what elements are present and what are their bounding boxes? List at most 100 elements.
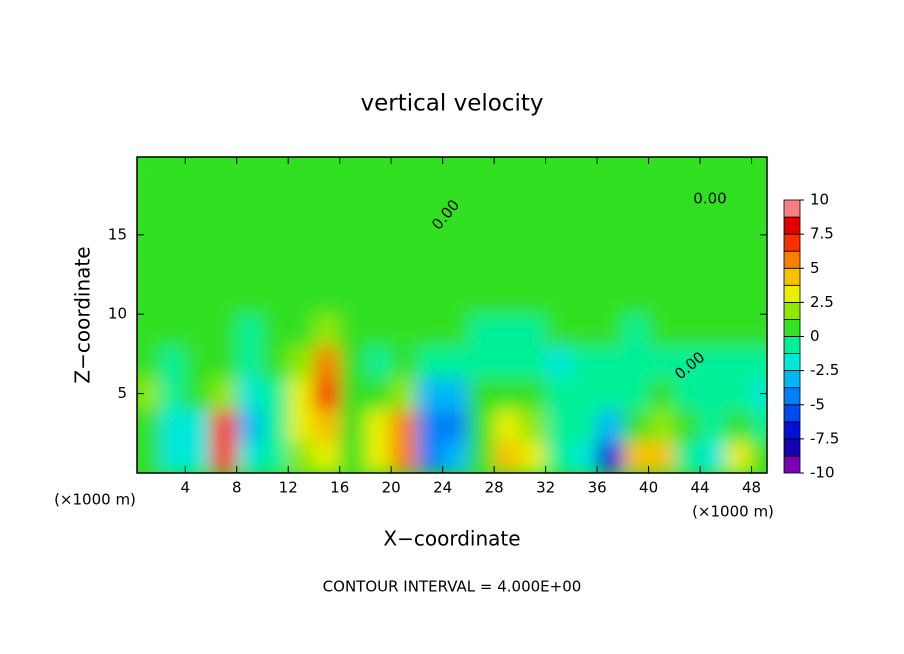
field-cell <box>545 440 572 473</box>
colorbar-label: 2.5 <box>810 293 834 311</box>
field-cell <box>364 313 392 347</box>
field-cell <box>596 186 624 220</box>
field-cell <box>416 345 444 379</box>
field-cell <box>137 281 161 315</box>
field-cell <box>159 377 186 410</box>
field-cell <box>390 408 418 442</box>
field-cell <box>313 345 341 379</box>
field-cell <box>596 408 624 442</box>
field-cell <box>364 440 392 473</box>
colorbar-label: 7.5 <box>810 225 834 243</box>
field-cell <box>416 250 444 283</box>
field-cell <box>184 377 212 410</box>
field-cell <box>648 157 675 188</box>
field-cell <box>699 377 727 410</box>
field-cell <box>751 345 767 379</box>
field-cell <box>622 313 650 347</box>
x-tick-label: 4 <box>180 479 190 497</box>
y-tick-label: 10 <box>108 305 127 323</box>
colorbar-label: -5 <box>810 395 825 413</box>
field-cell <box>596 218 624 252</box>
field-cell <box>570 250 598 283</box>
x-tick-label: 8 <box>232 479 242 497</box>
field-cell <box>545 313 572 347</box>
field-cell <box>210 218 238 252</box>
field-cell <box>261 157 289 188</box>
field-cell <box>467 313 495 347</box>
field-cell <box>287 408 315 442</box>
field-cell <box>493 313 521 347</box>
field-cell <box>545 186 572 220</box>
field-cell <box>442 157 469 188</box>
field-cell <box>313 281 341 315</box>
field-cell <box>287 218 315 252</box>
field-cell <box>673 250 701 283</box>
field-cell <box>596 313 624 347</box>
field-cell <box>159 250 186 283</box>
field-cell <box>725 313 753 347</box>
field-cell <box>673 186 701 220</box>
field-cell <box>648 440 675 473</box>
field-cell <box>673 377 701 410</box>
field-cell <box>261 218 289 252</box>
field-cell <box>519 281 547 315</box>
x-tick-label: 24 <box>433 479 452 497</box>
field-cell <box>699 218 727 252</box>
x-unit: (×1000 m) <box>54 491 136 509</box>
chart-title: vertical velocity <box>361 91 544 117</box>
field-cell <box>442 218 469 252</box>
field-cell <box>287 281 315 315</box>
x-tick-label: 20 <box>382 479 401 497</box>
x-tick-label: 44 <box>691 479 710 497</box>
field-cell <box>622 157 650 188</box>
field-cell <box>570 313 598 347</box>
field-cell <box>467 186 495 220</box>
field-cell <box>673 157 701 188</box>
field-cell <box>622 377 650 410</box>
colorbar-swatch <box>783 216 801 235</box>
field-cell <box>751 408 767 442</box>
field-cell <box>210 408 238 442</box>
field-cell <box>210 250 238 283</box>
field-cell <box>390 377 418 410</box>
field-cell <box>390 345 418 379</box>
field-cell <box>261 281 289 315</box>
field-cell <box>519 218 547 252</box>
field-cell <box>545 250 572 283</box>
contour-label: 0.00 <box>693 190 726 208</box>
field-cell <box>751 218 767 252</box>
field-cell <box>390 218 418 252</box>
field-cell <box>442 345 469 379</box>
field-cell <box>364 250 392 283</box>
field-cell <box>751 440 767 473</box>
field-cell <box>699 313 727 347</box>
field-cell <box>261 408 289 442</box>
field-cell <box>596 440 624 473</box>
field-cell <box>364 345 392 379</box>
field-cell <box>390 186 418 220</box>
y-tick-label: 5 <box>117 384 127 402</box>
field-cell <box>184 250 212 283</box>
field-cell <box>313 408 341 442</box>
field-cell <box>184 157 212 188</box>
colorbar-label: -2.5 <box>810 361 839 379</box>
field-cell <box>699 250 727 283</box>
field-cell <box>442 281 469 315</box>
colorbar-swatch <box>783 404 801 423</box>
field-cell <box>364 408 392 442</box>
colorbar-swatch <box>783 387 801 406</box>
field-cell <box>596 250 624 283</box>
field-cell <box>545 218 572 252</box>
field-cell <box>159 408 186 442</box>
field-cells <box>137 157 767 473</box>
field-cell <box>570 377 598 410</box>
x-tick-label: 32 <box>536 479 555 497</box>
field-cell <box>339 250 366 283</box>
field-cell <box>570 218 598 252</box>
field-cell <box>416 408 444 442</box>
x-tick-label: 48 <box>742 479 761 497</box>
field-cell <box>364 157 392 188</box>
x-tick-label: 40 <box>639 479 658 497</box>
field-cell <box>648 281 675 315</box>
field-cell <box>673 408 701 442</box>
